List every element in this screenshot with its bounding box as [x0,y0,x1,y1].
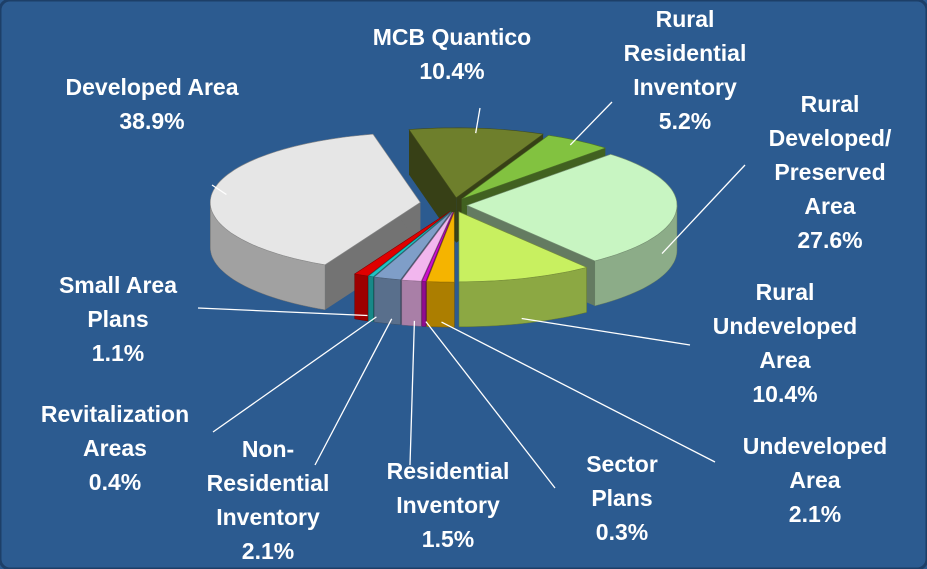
slice-wall [354,273,369,322]
slice-top [373,211,452,281]
slice-label-line: Sector [586,451,658,477]
slice-wall [401,279,422,327]
slice-label-line: Residential [207,470,330,496]
slice-label-line: Rural [656,6,715,32]
value-label: 10.4% [419,58,484,84]
slice-top [209,133,421,266]
slice-label: MCB Quantico [373,24,531,50]
slice-label-line: Area [759,347,810,373]
slice-label-line: Inventory [396,492,500,518]
slice-label: Developed Area [66,74,239,100]
slice-label-line: Plans [591,485,652,511]
slice-label-line: Area [804,193,855,219]
slice-wall [426,281,455,328]
slice-label-line: Revitalization [41,401,189,427]
slice-top [426,212,455,283]
leader-line [211,184,227,196]
slice-top [458,211,588,283]
value-label: 0.3% [596,519,648,545]
slice-label-line: Areas [83,435,147,461]
value-label: 27.6% [797,227,862,253]
slice-top [353,211,451,277]
slice-label: Revitalization Areas [41,401,189,461]
slice-label-line: Inventory [633,74,737,100]
value-label: 0.4% [89,469,141,495]
leader-line [441,321,716,463]
value-label: 1.5% [422,526,474,552]
leader-line [409,320,416,466]
slice-top [466,153,678,262]
slice-label-line: MCB Quantico [373,24,531,50]
slice-label: Non- Residential Inventory [207,436,330,530]
leader-line [661,164,746,255]
slice-label: Rural Developed/Preserved Area [769,91,892,219]
slice-label-line: Area [789,467,840,493]
value-label: 2.1% [789,501,841,527]
slice-label-line: Developed/ [769,125,892,151]
slice-label-line: Inventory [216,504,320,530]
slice-wall [368,275,374,323]
slice-label: Sector Plans [586,451,658,511]
slice-label-line: Rural [801,91,860,117]
slice-wall [421,281,427,327]
value-label: 1.1% [92,340,144,366]
slice-top [367,211,451,278]
slice-label-line: Non- [242,436,294,462]
value-label: 10.4% [752,381,817,407]
slice [458,211,588,328]
value-label: 5.2% [659,108,711,134]
slice-top [401,211,453,282]
slice-top [421,211,454,282]
slice-label: Rural Residential Inventory [624,6,747,100]
slice-side [325,202,421,310]
value-label: 2.1% [242,538,294,564]
slice-wall [373,276,401,326]
slice-label-line: Undeveloped [743,433,887,459]
slice-side [409,129,457,243]
value-label: 38.9% [119,108,184,134]
leader-line [197,307,368,317]
slice-label: Residential Inventory [387,458,510,518]
slice-label: Rural Undeveloped Area [713,279,857,373]
slice-label: Undeveloped Area [743,433,887,493]
leader-line [425,321,556,489]
slice-label-line: Residential [387,458,510,484]
leader-line [569,101,613,146]
leader-line [475,107,481,134]
slice [209,133,421,311]
slice-label-line: Residential [624,40,747,66]
slice-label-line: Preserved [774,159,885,185]
slice-top [461,134,607,200]
slice-label-line: Plans [87,306,148,332]
slice-label-line: Developed Area [66,74,239,100]
leader-line [212,316,377,433]
slice-label-line: Rural [756,279,815,305]
slice-label: Small Area Plans [59,272,177,332]
slice-label-line: Undeveloped [713,313,857,339]
slice-label-line: Small Area [59,272,177,298]
slice [426,212,455,328]
leader-line [521,317,691,346]
leader-line [314,318,393,466]
